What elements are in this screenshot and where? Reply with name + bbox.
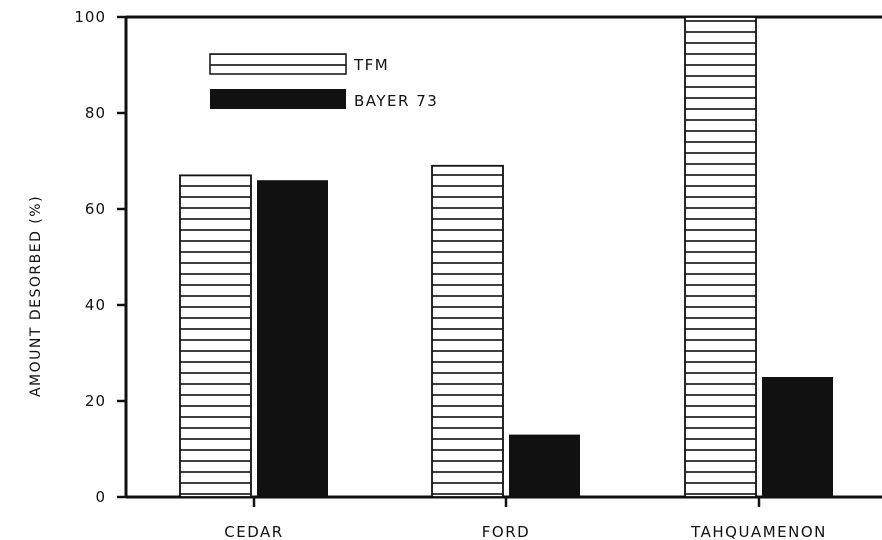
bar-bayer-73-cedar [257, 180, 328, 497]
x-tick-label-cedar: CEDAR [224, 523, 283, 540]
y-tick-label: 100 [74, 8, 106, 26]
legend-label-bayer-73: BAYER 73 [354, 92, 438, 110]
bar-tfm-ford [431, 164, 504, 498]
x-tick-group: CEDAR FORD TAHQUAMENON [224, 497, 827, 540]
bar-bayer-73-ford [509, 434, 580, 497]
legend-label-tfm: TFM [353, 56, 389, 74]
y-tick-label: 80 [85, 104, 106, 122]
y-axis-title: AMOUNT DESORBED (%) [28, 195, 44, 397]
y-tick-label: 20 [85, 392, 106, 410]
y-tick-group: 0 20 40 60 80 100 [74, 8, 126, 506]
y-tick-label: 60 [85, 200, 106, 218]
bar-group [179, 16, 833, 498]
legend-swatch-tfm [209, 53, 347, 75]
bar-bayer-73-tahquamenon [762, 377, 833, 497]
y-tick-label: 40 [85, 296, 106, 314]
legend-swatch-bayer-73 [210, 89, 346, 109]
bar-tfm-cedar [179, 174, 252, 498]
x-tick-label-tahquamenon: TAHQUAMENON [690, 523, 827, 540]
legend: TFM BAYER 73 [209, 53, 438, 110]
y-tick-label: 0 [95, 488, 106, 506]
x-tick-label-ford: FORD [482, 523, 530, 540]
bar-tfm-tahquamenon [684, 16, 757, 498]
